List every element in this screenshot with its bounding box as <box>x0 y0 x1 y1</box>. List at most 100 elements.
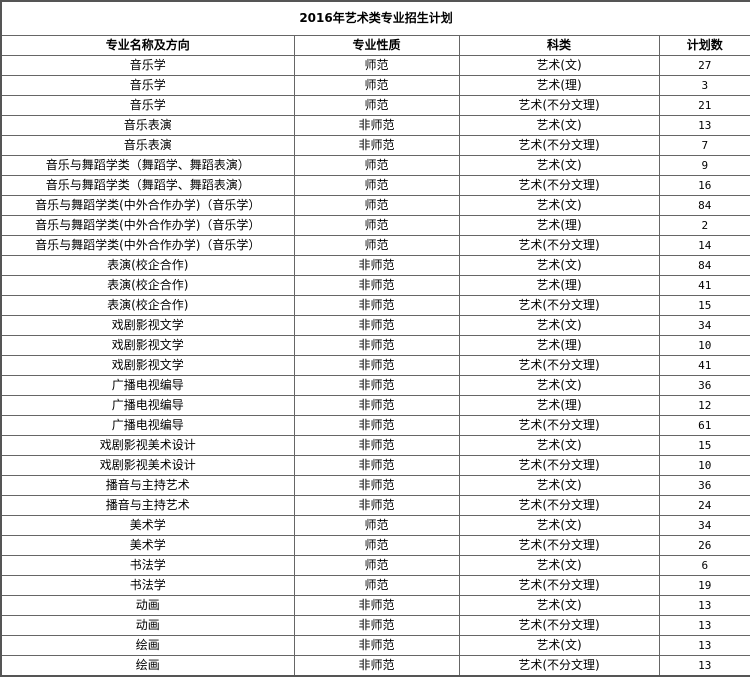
cell-quota: 36 <box>658 475 750 496</box>
cell-category: 艺术(理) <box>458 215 660 236</box>
cell-quota: 6 <box>658 555 750 576</box>
cell-major: 广播电视编导 <box>0 415 295 436</box>
table-row: 音乐表演 非师范 艺术(文) 13 <box>0 115 750 136</box>
cell-nature: 师范 <box>293 235 460 256</box>
cell-quota: 12 <box>658 395 750 416</box>
cell-category: 艺术(文) <box>458 315 660 336</box>
cell-major: 戏剧影视美术设计 <box>0 455 295 476</box>
cell-category: 艺术(理) <box>458 335 660 356</box>
table-row: 广播电视编导 非师范 艺术(文) 36 <box>0 375 750 396</box>
header-quota: 计划数 <box>658 35 750 56</box>
cell-nature: 非师范 <box>293 415 460 436</box>
cell-major: 动画 <box>0 615 295 636</box>
cell-category: 艺术(不分文理) <box>458 235 660 256</box>
table-row: 表演(校企合作) 非师范 艺术(不分文理) 15 <box>0 295 750 316</box>
cell-nature: 非师范 <box>293 435 460 456</box>
table-row: 戏剧影视美术设计 非师范 艺术(文) 15 <box>0 435 750 456</box>
cell-category: 艺术(不分文理) <box>458 495 660 516</box>
cell-category: 艺术(不分文理) <box>458 575 660 596</box>
cell-major: 美术学 <box>0 515 295 536</box>
table-row: 美术学 师范 艺术(文) 34 <box>0 515 750 536</box>
cell-nature: 非师范 <box>293 495 460 516</box>
cell-quota: 10 <box>658 335 750 356</box>
cell-quota: 34 <box>658 315 750 336</box>
cell-category: 艺术(文) <box>458 595 660 616</box>
cell-nature: 非师范 <box>293 335 460 356</box>
cell-nature: 非师范 <box>293 375 460 396</box>
cell-category: 艺术(文) <box>458 255 660 276</box>
header-nature: 专业性质 <box>293 35 460 56</box>
cell-nature: 非师范 <box>293 355 460 376</box>
cell-major: 音乐学 <box>0 95 295 116</box>
cell-major: 书法学 <box>0 575 295 596</box>
cell-major: 音乐表演 <box>0 115 295 136</box>
table-row: 广播电视编导 非师范 艺术(理) 12 <box>0 395 750 416</box>
cell-category: 艺术(理) <box>458 75 660 96</box>
table-row: 播音与主持艺术 非师范 艺术(不分文理) 24 <box>0 495 750 516</box>
table-row: 绘画 非师范 艺术(文) 13 <box>0 635 750 656</box>
cell-quota: 41 <box>658 355 750 376</box>
cell-category: 艺术(文) <box>458 375 660 396</box>
table-row: 美术学 师范 艺术(不分文理) 26 <box>0 535 750 556</box>
table-row: 广播电视编导 非师范 艺术(不分文理) 61 <box>0 415 750 436</box>
cell-nature: 师范 <box>293 175 460 196</box>
cell-major: 音乐学 <box>0 55 295 76</box>
cell-nature: 非师范 <box>293 295 460 316</box>
cell-quota: 13 <box>658 115 750 136</box>
cell-major: 绘画 <box>0 655 295 677</box>
cell-quota: 61 <box>658 415 750 436</box>
cell-category: 艺术(不分文理) <box>458 175 660 196</box>
cell-nature: 非师范 <box>293 135 460 156</box>
table-row: 音乐与舞蹈学类(中外合作办学)（音乐学） 师范 艺术(理) 2 <box>0 215 750 236</box>
cell-quota: 36 <box>658 375 750 396</box>
cell-quota: 84 <box>658 255 750 276</box>
table-row: 书法学 师范 艺术(不分文理) 19 <box>0 575 750 596</box>
table-row: 音乐表演 非师范 艺术(不分文理) 7 <box>0 135 750 156</box>
cell-major: 绘画 <box>0 635 295 656</box>
cell-major: 音乐与舞蹈学类（舞蹈学、舞蹈表演） <box>0 175 295 196</box>
cell-category: 艺术(理) <box>458 275 660 296</box>
cell-major: 戏剧影视文学 <box>0 335 295 356</box>
table-row: 戏剧影视美术设计 非师范 艺术(不分文理) 10 <box>0 455 750 476</box>
cell-category: 艺术(不分文理) <box>458 135 660 156</box>
cell-category: 艺术(不分文理) <box>458 415 660 436</box>
cell-major: 音乐学 <box>0 75 295 96</box>
cell-nature: 师范 <box>293 95 460 116</box>
cell-nature: 非师范 <box>293 455 460 476</box>
cell-nature: 师范 <box>293 75 460 96</box>
cell-major: 戏剧影视文学 <box>0 315 295 336</box>
cell-quota: 34 <box>658 515 750 536</box>
cell-major: 戏剧影视美术设计 <box>0 435 295 456</box>
cell-major: 播音与主持艺术 <box>0 475 295 496</box>
title-row: 2016年艺术类专业招生计划 <box>0 0 750 36</box>
cell-major: 播音与主持艺术 <box>0 495 295 516</box>
cell-category: 艺术(文) <box>458 635 660 656</box>
cell-nature: 非师范 <box>293 475 460 496</box>
table-row: 音乐学 师范 艺术(文) 27 <box>0 55 750 76</box>
cell-nature: 非师范 <box>293 395 460 416</box>
cell-category: 艺术(不分文理) <box>458 295 660 316</box>
cell-nature: 师范 <box>293 195 460 216</box>
table-row: 播音与主持艺术 非师范 艺术(文) 36 <box>0 475 750 496</box>
cell-quota: 13 <box>658 615 750 636</box>
cell-nature: 师范 <box>293 55 460 76</box>
cell-category: 艺术(文) <box>458 195 660 216</box>
cell-nature: 师范 <box>293 215 460 236</box>
header-major: 专业名称及方向 <box>0 35 295 56</box>
cell-nature: 非师范 <box>293 275 460 296</box>
cell-quota: 9 <box>658 155 750 176</box>
cell-category: 艺术(文) <box>458 155 660 176</box>
cell-major: 表演(校企合作) <box>0 295 295 316</box>
cell-category: 艺术(不分文理) <box>458 535 660 556</box>
cell-major: 音乐与舞蹈学类（舞蹈学、舞蹈表演） <box>0 155 295 176</box>
table-row: 戏剧影视文学 非师范 艺术(不分文理) 41 <box>0 355 750 376</box>
table-row: 绘画 非师范 艺术(不分文理) 13 <box>0 655 750 677</box>
cell-quota: 41 <box>658 275 750 296</box>
table-row: 动画 非师范 艺术(不分文理) 13 <box>0 615 750 636</box>
cell-major: 美术学 <box>0 535 295 556</box>
cell-major: 音乐表演 <box>0 135 295 156</box>
cell-quota: 84 <box>658 195 750 216</box>
table-row: 音乐学 师范 艺术(理) 3 <box>0 75 750 96</box>
table-title: 2016年艺术类专业招生计划 <box>0 0 750 36</box>
